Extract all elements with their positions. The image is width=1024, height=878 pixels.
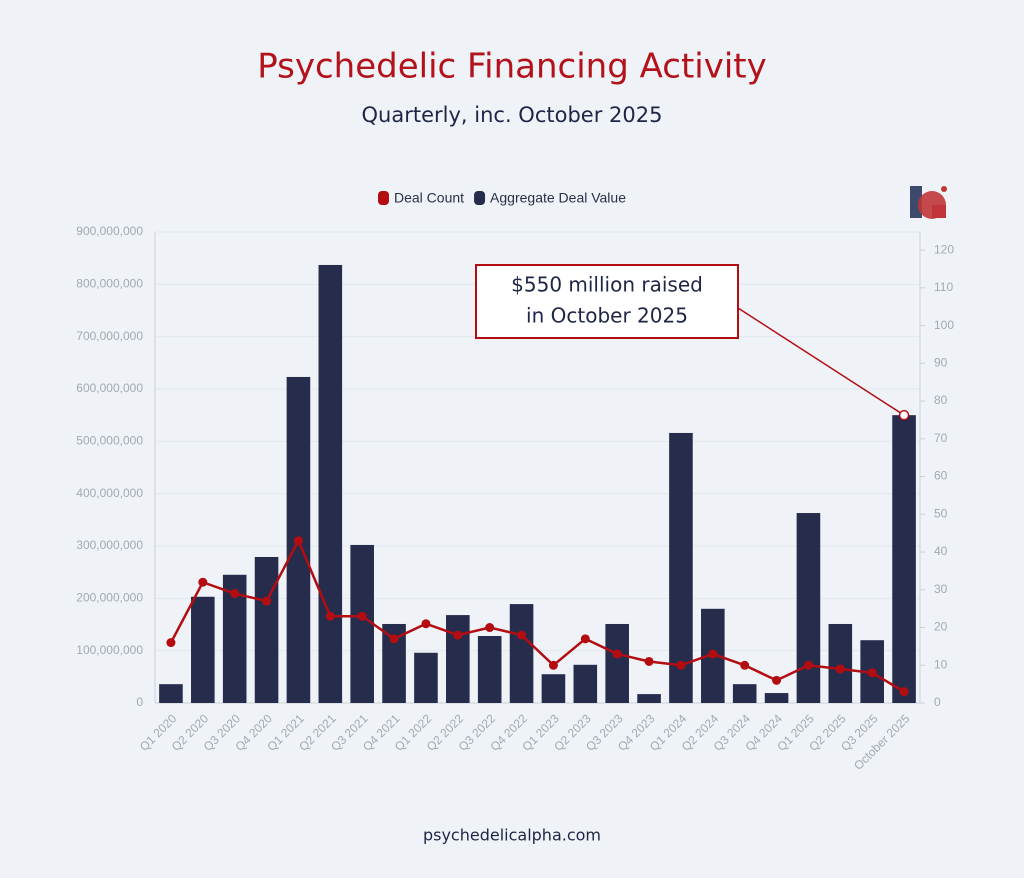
- line: [169, 537, 905, 693]
- point: [389, 634, 399, 644]
- point: [230, 589, 240, 599]
- y-tick-label: 200,000,000: [76, 591, 143, 605]
- logo: [910, 186, 947, 219]
- y2-tick-label: 0: [934, 695, 941, 709]
- point: [708, 649, 718, 659]
- point: [548, 660, 558, 670]
- y2-tick-label: 100: [934, 318, 954, 332]
- bar: [509, 604, 534, 703]
- y-tick-label: 400,000,000: [76, 486, 143, 500]
- bar: [732, 684, 757, 703]
- y-tick-label: 700,000,000: [76, 329, 143, 343]
- footer: psychedelicalpha.com: [423, 826, 601, 845]
- bar: [541, 674, 566, 703]
- bar: [446, 615, 470, 703]
- annotation-text: $550 million raised: [511, 273, 703, 297]
- annotation-box: [475, 264, 739, 339]
- chart-title: Psychedelic Financing Activity: [257, 47, 767, 87]
- y-tick-label: 800,000,000: [76, 277, 143, 291]
- y-tick-label: 600,000,000: [76, 381, 143, 395]
- y2-tick-label: 30: [934, 582, 948, 596]
- point: [293, 536, 303, 546]
- y-tick-label: 500,000,000: [76, 434, 143, 448]
- point: [325, 611, 335, 621]
- y-tick-label: 100,000,000: [76, 643, 143, 657]
- point: [357, 611, 367, 621]
- y2-tick-label: 90: [934, 356, 948, 370]
- bar: [382, 623, 406, 703]
- point: [485, 623, 495, 633]
- point: [517, 630, 527, 640]
- chart-subtitle: Quarterly, inc. October 2025: [362, 103, 663, 127]
- point: [198, 577, 208, 587]
- bar: [414, 652, 438, 703]
- y-tick-label: 0: [136, 695, 143, 709]
- y2-tick-label: 110: [934, 280, 953, 294]
- point: [835, 664, 845, 674]
- point: [772, 675, 782, 685]
- bar: [254, 556, 279, 703]
- point: [580, 634, 590, 644]
- y-tick-label: 300,000,000: [76, 538, 143, 552]
- point: [740, 660, 750, 670]
- point: [676, 660, 686, 670]
- point: [644, 656, 654, 666]
- y2-tick-label: 50: [934, 506, 948, 520]
- bar: [669, 432, 693, 703]
- legend-swatch: [378, 191, 389, 205]
- bar: [764, 693, 789, 703]
- annotation-marker: [898, 409, 910, 421]
- bar: [796, 513, 821, 703]
- point: [421, 619, 431, 629]
- point: [803, 660, 813, 670]
- bar: [350, 544, 374, 703]
- point: [867, 668, 877, 678]
- bar: [477, 636, 502, 703]
- legend-swatch: [474, 191, 486, 205]
- y2-tick-label: 60: [934, 469, 948, 483]
- bar: [892, 415, 916, 703]
- point: [612, 649, 622, 659]
- y2-tick-label: 80: [934, 393, 948, 407]
- y2-tick-label: 40: [934, 544, 948, 558]
- bar: [637, 694, 661, 703]
- bar: [222, 574, 247, 703]
- y-tick-label: 900,000,000: [76, 224, 143, 238]
- bar: [828, 623, 853, 703]
- bar: [605, 623, 629, 703]
- legend-label: Aggregate Deal Value: [490, 190, 626, 206]
- bar: [159, 684, 183, 703]
- y2-tick-label: 70: [934, 431, 948, 445]
- y2-tick-label: 120: [934, 242, 954, 256]
- y2-tick-label: 10: [934, 657, 948, 671]
- point: [166, 638, 176, 648]
- annotation-line: [737, 307, 905, 416]
- point: [899, 687, 909, 697]
- annotation-text: in October 2025: [526, 304, 688, 328]
- legend-label: Deal Count: [394, 190, 464, 206]
- bar: [318, 264, 343, 703]
- y2-tick-label: 20: [934, 620, 948, 634]
- point: [262, 596, 272, 606]
- bar: [191, 596, 215, 703]
- point: [453, 630, 463, 640]
- bar: [573, 664, 598, 703]
